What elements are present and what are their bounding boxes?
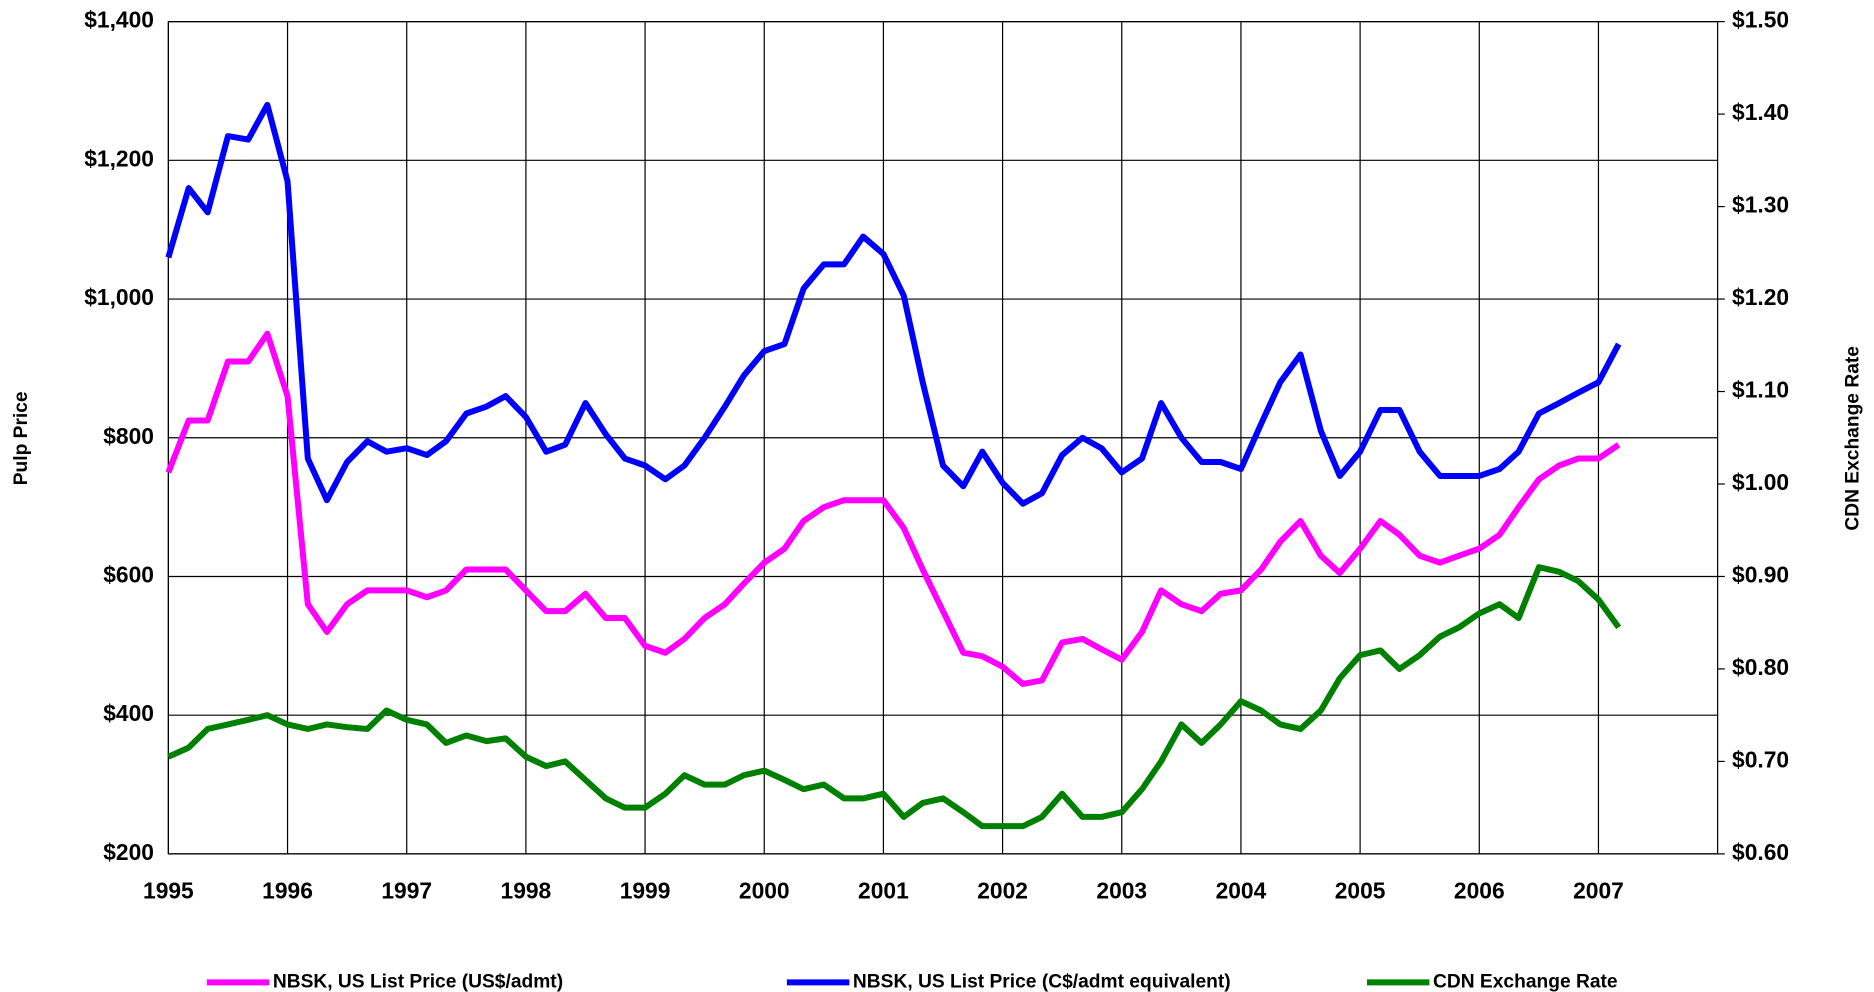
- y-tick-label: $1,200: [84, 145, 154, 171]
- x-tick-label: 1995: [143, 877, 194, 903]
- x-tick-label: 2007: [1573, 877, 1624, 903]
- y2-tick-label: $1.00: [1732, 469, 1789, 495]
- x-tick-label: 1996: [262, 877, 313, 903]
- y-tick-label: $800: [103, 423, 154, 449]
- legend-label: NBSK, US List Price (US$/admt): [273, 971, 563, 992]
- x-tick-label: 1999: [620, 877, 671, 903]
- y2-tick-label: $0.80: [1732, 654, 1789, 680]
- legend-label: NBSK, US List Price (C$/admt equivalent): [853, 971, 1231, 992]
- x-tick-label: 1998: [501, 877, 552, 903]
- x-tick-label: 1997: [381, 877, 432, 903]
- y2-axis-title: CDN Exchange Rate: [1842, 346, 1863, 531]
- x-tick-label: 2002: [977, 877, 1028, 903]
- x-tick-label: 2004: [1216, 877, 1267, 903]
- y-axis-title: Pulp Price: [11, 391, 32, 485]
- series-line: [165, 101, 1622, 507]
- x-tick-label: 2003: [1096, 877, 1147, 903]
- y-tick-label: $1,000: [84, 284, 154, 310]
- x-tick-label: 2001: [858, 877, 909, 903]
- y2-tick-label: $1.30: [1732, 192, 1789, 218]
- x-tick-label: 2000: [739, 877, 790, 903]
- y2-tick-label: $1.20: [1732, 284, 1789, 310]
- x-tick-label: 2006: [1454, 877, 1505, 903]
- y2-tick-label: $0.70: [1732, 746, 1789, 772]
- y2-tick-label: $1.10: [1732, 377, 1789, 403]
- y-tick-label: $600: [103, 561, 154, 587]
- legend-label: CDN Exchange Rate: [1433, 971, 1618, 992]
- y2-tick-label: $0.90: [1732, 561, 1789, 587]
- y-tick-label: $400: [103, 700, 154, 726]
- x-tick-label: 2005: [1335, 877, 1386, 903]
- series-line: [165, 330, 1621, 687]
- y-tick-label: $200: [103, 839, 154, 865]
- y2-tick-label: $1.40: [1732, 99, 1789, 125]
- y2-tick-label: $0.60: [1732, 839, 1789, 865]
- series-line: [167, 564, 1622, 830]
- y-tick-label: $1,400: [84, 7, 154, 33]
- y2-tick-label: $1.50: [1732, 7, 1789, 33]
